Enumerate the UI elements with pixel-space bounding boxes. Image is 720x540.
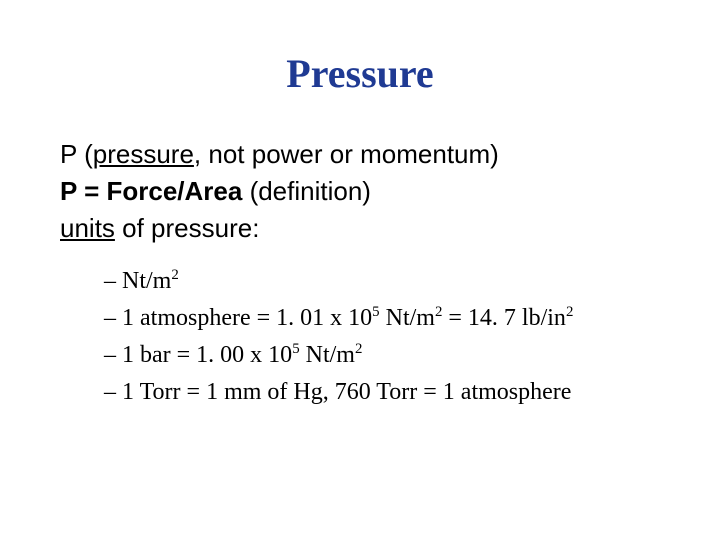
- slide: Pressure P (pressure, not power or momen…: [0, 0, 720, 451]
- text: 1 bar = 1. 00 x 10: [122, 342, 292, 368]
- text: Nt/m: [122, 268, 171, 294]
- superscript: 2: [566, 304, 573, 320]
- bullet-item: –1 Torr = 1 mm of Hg, 760 Torr = 1 atmos…: [104, 375, 660, 410]
- line-formula: P = Force/Area (definition): [60, 174, 660, 209]
- text: Nt/m: [300, 342, 355, 368]
- bullet-list: –Nt/m2 –1 atmosphere = 1. 01 x 105 Nt/m2…: [60, 264, 660, 409]
- text: P (: [60, 139, 93, 169]
- slide-title: Pressure: [60, 50, 660, 97]
- line-units-heading: units of pressure:: [60, 211, 660, 246]
- text: , not power or momentum): [194, 139, 499, 169]
- bullet-item: –1 atmosphere = 1. 01 x 105 Nt/m 2 = 14. …: [104, 301, 660, 336]
- dash-icon: –: [104, 264, 122, 299]
- superscript: 2: [355, 341, 362, 357]
- text: Nt/m: [380, 305, 435, 331]
- text: 1 atmosphere = 1. 01 x 10: [122, 305, 372, 331]
- formula-bold: P = Force/Area: [60, 176, 242, 206]
- superscript: 5: [372, 304, 379, 320]
- underlined-pressure: pressure: [93, 139, 194, 169]
- superscript: 2: [171, 267, 178, 283]
- line-pressure-def: P (pressure, not power or momentum): [60, 137, 660, 172]
- text: (definition): [242, 176, 371, 206]
- text: of pressure:: [115, 213, 260, 243]
- dash-icon: –: [104, 338, 122, 373]
- superscript: 5: [292, 341, 299, 357]
- underlined-units: units: [60, 213, 115, 243]
- bullet-item: –Nt/m2: [104, 264, 660, 299]
- bullet-item: –1 bar = 1. 00 x 105 Nt/m2: [104, 338, 660, 373]
- dash-icon: –: [104, 375, 122, 410]
- text: 1 Torr = 1 mm of Hg, 760 Torr = 1 atmosp…: [122, 379, 571, 405]
- text: = 14. 7 lb/in: [442, 305, 566, 331]
- dash-icon: –: [104, 301, 122, 336]
